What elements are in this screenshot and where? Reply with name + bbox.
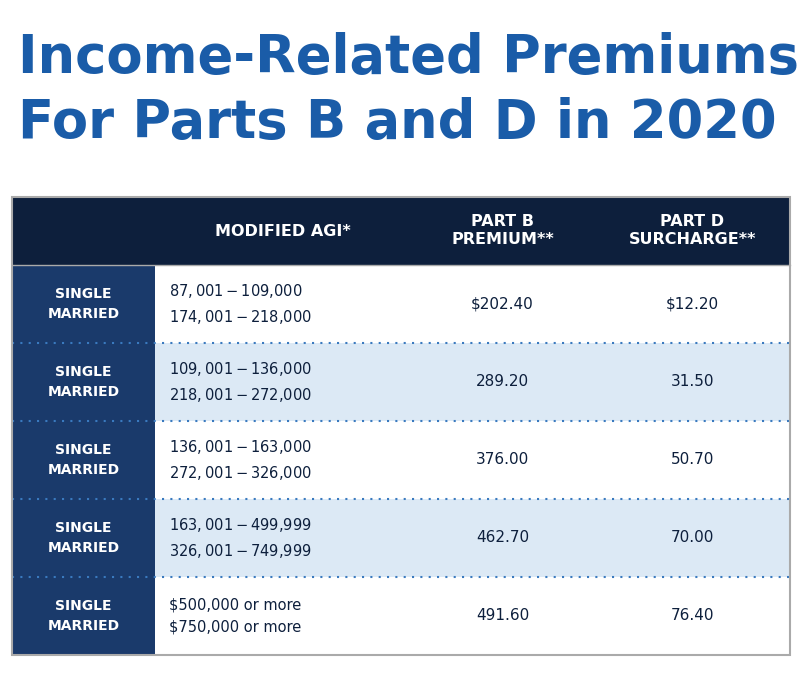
- Text: PART B
PREMIUM**: PART B PREMIUM**: [451, 214, 554, 247]
- Bar: [12, 343, 155, 421]
- Text: 31.50: 31.50: [670, 374, 714, 390]
- Text: 462.70: 462.70: [476, 530, 529, 545]
- Bar: [12, 421, 155, 499]
- Bar: [12, 577, 155, 655]
- Text: $12.20: $12.20: [666, 297, 719, 311]
- Text: $163,001-$499,999
$326,001-$749,999: $163,001-$499,999 $326,001-$749,999: [169, 517, 312, 559]
- Text: For Parts B and D in 2020: For Parts B and D in 2020: [18, 97, 777, 149]
- Text: SINGLE
MARRIED: SINGLE MARRIED: [47, 599, 119, 633]
- Text: Income-Related Premiums: Income-Related Premiums: [18, 32, 799, 84]
- Text: $87,001-$109,000
$174,001-$218,000: $87,001-$109,000 $174,001-$218,000: [169, 282, 312, 326]
- Text: SINGLE
MARRIED: SINGLE MARRIED: [47, 521, 119, 554]
- Bar: [12, 265, 790, 343]
- Bar: [12, 421, 790, 499]
- Text: $202.40: $202.40: [471, 297, 534, 311]
- Bar: [12, 197, 790, 655]
- Bar: [12, 265, 155, 343]
- Text: 289.20: 289.20: [476, 374, 529, 390]
- Text: 76.40: 76.40: [670, 609, 714, 624]
- Text: SINGLE
MARRIED: SINGLE MARRIED: [47, 287, 119, 321]
- Text: PART D
SURCHARGE**: PART D SURCHARGE**: [629, 214, 756, 247]
- Text: $500,000 or more
$750,000 or more: $500,000 or more $750,000 or more: [169, 598, 302, 634]
- Bar: [12, 197, 790, 265]
- Text: $136,001-$163,000
$272,001-$326,000: $136,001-$163,000 $272,001-$326,000: [169, 438, 312, 482]
- Bar: [12, 499, 155, 577]
- Text: 50.70: 50.70: [671, 453, 714, 467]
- Text: 70.00: 70.00: [671, 530, 714, 545]
- Text: 376.00: 376.00: [476, 453, 529, 467]
- Text: 491.60: 491.60: [476, 609, 529, 624]
- Text: SINGLE
MARRIED: SINGLE MARRIED: [47, 365, 119, 398]
- Text: SINGLE
MARRIED: SINGLE MARRIED: [47, 443, 119, 477]
- Bar: [12, 499, 790, 577]
- Text: MODIFIED AGI*: MODIFIED AGI*: [214, 223, 350, 238]
- Text: $109,001-$136,000
$218,001-$272,000: $109,001-$136,000 $218,001-$272,000: [169, 361, 312, 403]
- Bar: [12, 343, 790, 421]
- Bar: [12, 577, 790, 655]
